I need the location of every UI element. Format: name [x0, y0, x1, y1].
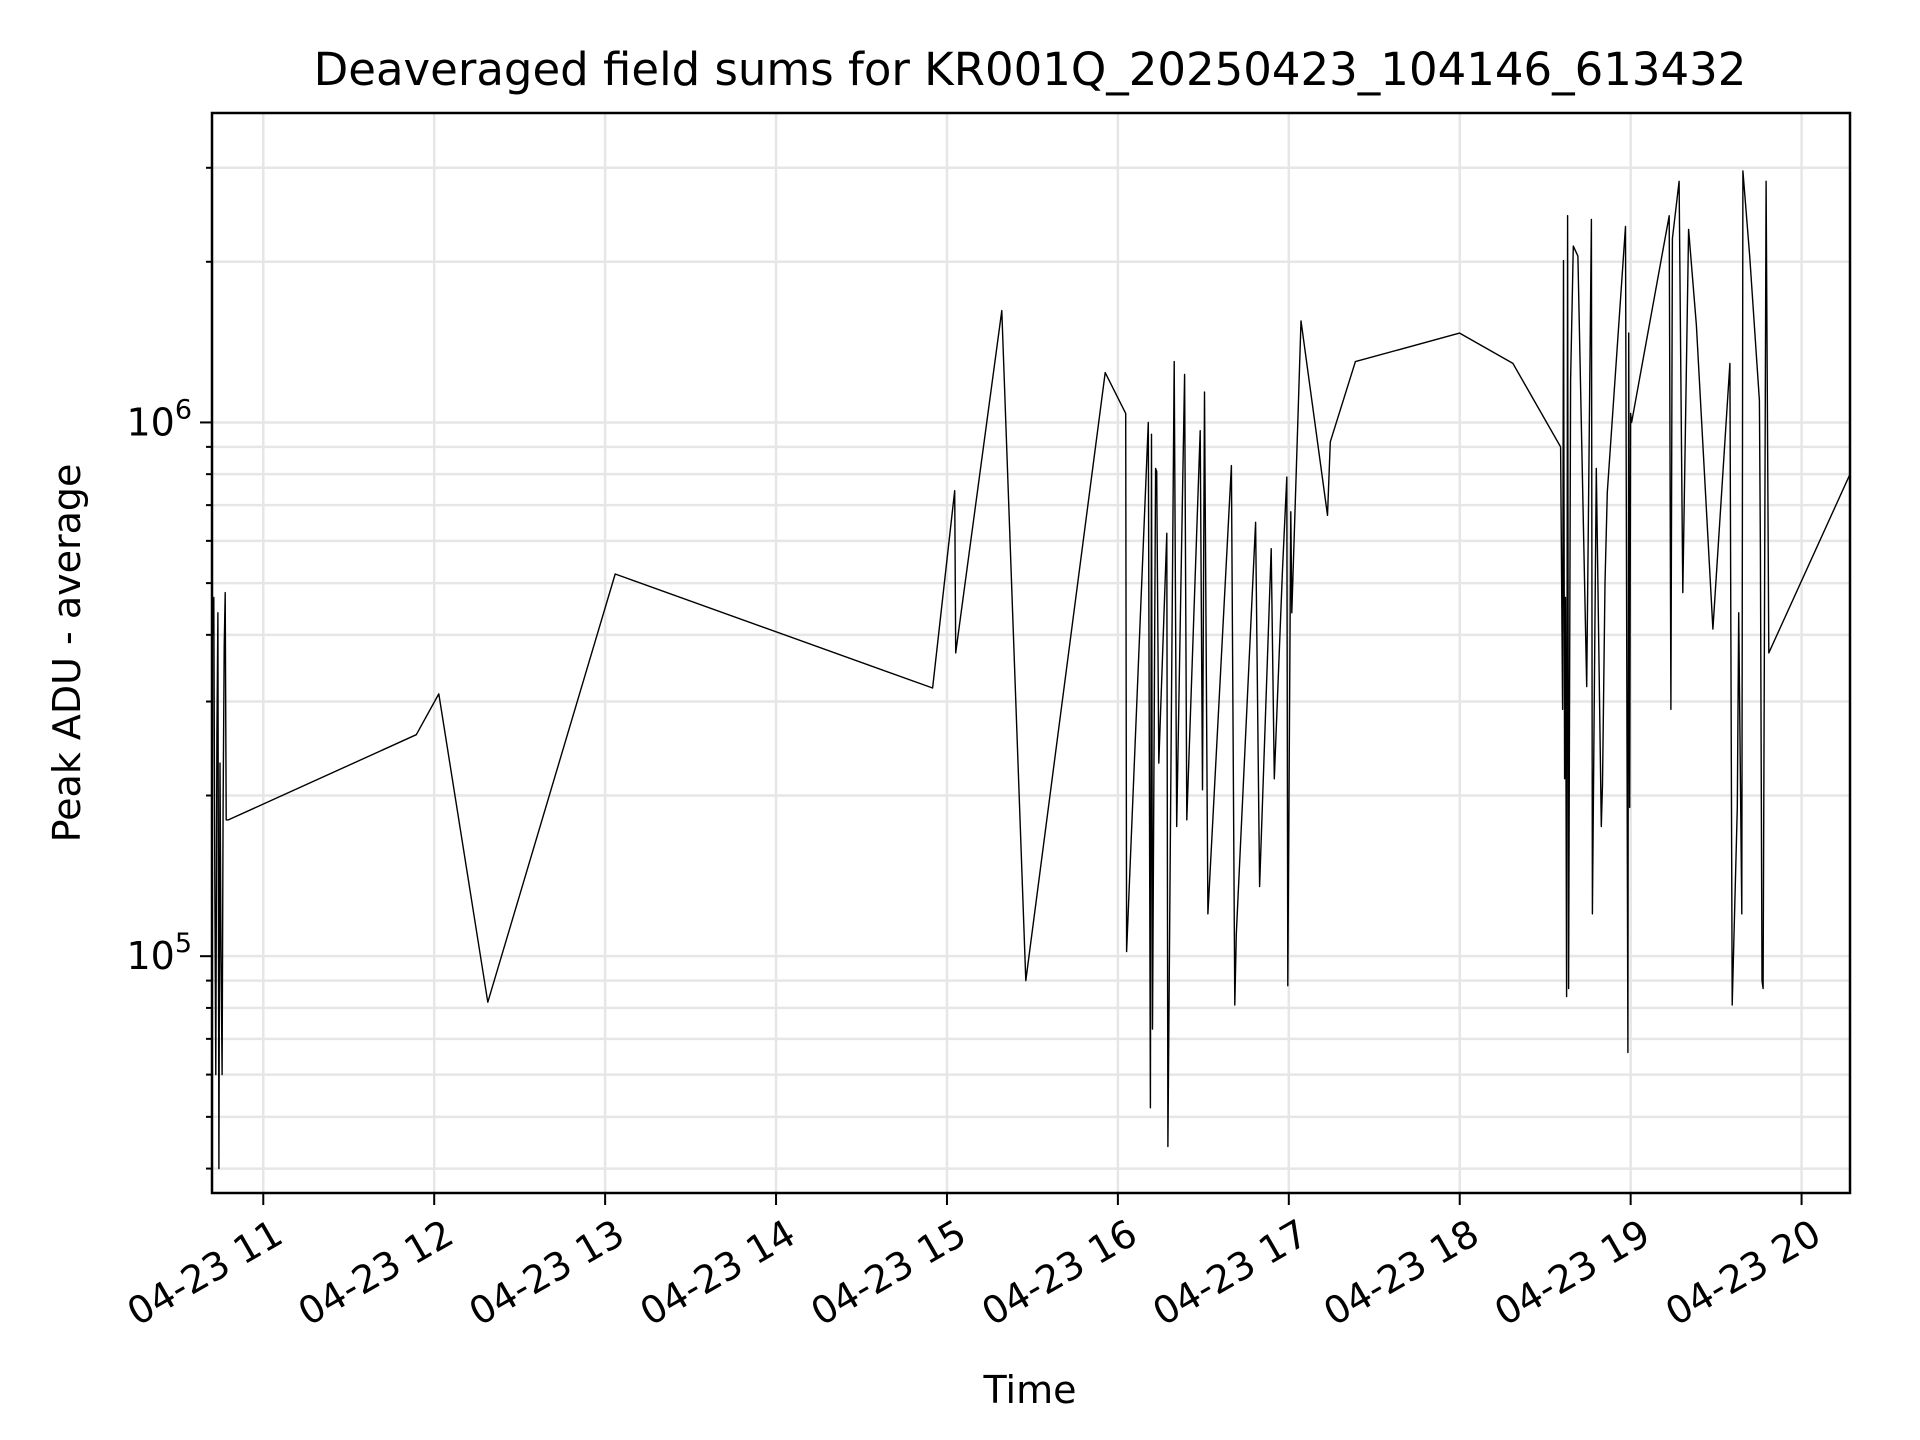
- series-line: [212, 170, 1851, 1170]
- chart-title: Deaveraged field sums for KR001Q_2025042…: [314, 43, 1747, 96]
- plot-series: [212, 170, 1851, 1170]
- plot-frame: [210, 111, 1852, 1195]
- y-tick-label: 106: [126, 394, 192, 444]
- y-tick-label: 105: [126, 928, 192, 978]
- x-axis-label: Time: [983, 1368, 1077, 1412]
- grid-lines: [212, 113, 1850, 1193]
- y-axis: 105 106: [126, 166, 212, 1170]
- y-axis-label: Peak ADU - average: [45, 464, 89, 843]
